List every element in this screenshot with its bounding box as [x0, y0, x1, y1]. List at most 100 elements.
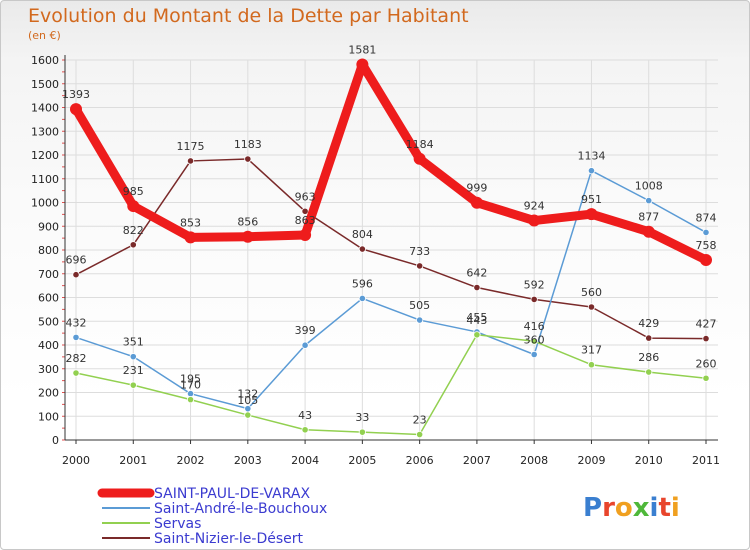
- series-line: [75, 158, 707, 340]
- data-point: [358, 245, 366, 253]
- data-point: [70, 103, 82, 116]
- y-tick-label: 600: [38, 292, 59, 305]
- data-label: 985: [123, 185, 144, 198]
- data-label: 443: [466, 314, 487, 327]
- logo-letter: r: [602, 493, 615, 523]
- data-label: 43: [298, 409, 312, 422]
- logo-letter: P: [583, 493, 602, 523]
- data-label: 317: [581, 344, 602, 357]
- y-tick-label: 500: [38, 315, 59, 328]
- y-tick-label: 1600: [31, 54, 59, 67]
- data-label: 105: [237, 394, 258, 407]
- y-tick-label: 1000: [31, 197, 59, 210]
- legend-label: Servas: [154, 516, 201, 532]
- series-saint-paul-de-varax: [70, 58, 712, 266]
- data-label: 399: [295, 324, 316, 337]
- data-point: [299, 229, 312, 242]
- series-saint-andr-le-bouchoux: [72, 167, 710, 413]
- data-point: [702, 228, 710, 237]
- logo-letter: i: [671, 493, 680, 523]
- data-label: 286: [638, 351, 659, 364]
- data-label: 999: [466, 182, 487, 195]
- data-point: [645, 368, 653, 376]
- data-label: 1008: [635, 180, 663, 193]
- data-point: [587, 303, 596, 311]
- data-point: [416, 430, 424, 439]
- data-point: [530, 337, 538, 345]
- x-tick-label: 2011: [692, 454, 720, 467]
- legend-item: Saint-Nizier-le-Désert: [102, 531, 304, 547]
- data-point: [72, 369, 80, 377]
- data-label: 33: [355, 411, 369, 424]
- logo-letter: x: [633, 493, 650, 523]
- data-point: [129, 381, 137, 389]
- x-tick-label: 2004: [291, 454, 319, 467]
- data-label: 1184: [406, 138, 434, 151]
- series-line: [71, 60, 711, 265]
- series-line: [75, 334, 707, 436]
- legend-item: Saint-André-le-Bouchoux: [102, 501, 327, 517]
- data-label: 455: [466, 311, 487, 324]
- y-tick-label: 1100: [31, 173, 59, 186]
- data-label: 132: [237, 388, 258, 401]
- data-label: 282: [66, 352, 87, 365]
- data-point: [244, 155, 252, 163]
- data-point: [473, 283, 481, 292]
- data-point: [184, 231, 197, 244]
- x-tick-label: 2001: [119, 454, 147, 467]
- data-label: 924: [524, 200, 545, 213]
- legend-label: Saint-Nizier-le-Désert: [154, 531, 304, 547]
- data-point: [416, 316, 424, 324]
- data-point: [530, 350, 538, 359]
- data-label: 877: [638, 211, 659, 224]
- data-point: [413, 152, 426, 165]
- chart-title: Evolution du Montant de la Dette par Hab…: [28, 5, 469, 27]
- data-label: 416: [524, 320, 545, 333]
- data-label: 733: [409, 245, 430, 258]
- data-point: [129, 241, 137, 249]
- data-label: 951: [581, 193, 602, 206]
- data-label: 560: [581, 286, 602, 299]
- x-tick-label: 2006: [406, 454, 434, 467]
- data-point: [241, 230, 254, 243]
- series-servas: [72, 331, 710, 439]
- data-point: [642, 225, 655, 238]
- data-label: 23: [413, 414, 427, 427]
- data-point: [528, 214, 541, 227]
- data-point: [645, 334, 653, 342]
- data-label: 1393: [62, 88, 90, 101]
- data-point: [186, 396, 195, 404]
- data-label: 1134: [577, 150, 605, 163]
- data-point: [416, 262, 424, 270]
- data-label: 642: [466, 267, 487, 280]
- y-tick-label: 400: [38, 339, 59, 352]
- data-label: 1581: [348, 44, 376, 57]
- data-label: 1175: [177, 140, 205, 153]
- data-point: [72, 333, 80, 341]
- data-point: [129, 353, 137, 361]
- series-saint-nizier-le-d-sert: [72, 155, 710, 343]
- data-label: 853: [180, 216, 201, 229]
- data-label: 856: [237, 216, 258, 229]
- legend-item: Servas: [102, 516, 201, 532]
- y-tick-label: 1500: [31, 78, 59, 91]
- x-tick-label: 2008: [520, 454, 548, 467]
- data-label: 170: [180, 379, 201, 392]
- data-point: [358, 294, 366, 303]
- x-tick-label: 2009: [577, 454, 605, 467]
- logo-letter: o: [615, 493, 633, 523]
- x-tick-label: 2000: [62, 454, 90, 467]
- data-label: 429: [638, 317, 659, 330]
- data-point: [301, 426, 309, 434]
- data-label: 696: [66, 254, 87, 267]
- legend-label: SAINT-PAUL-DE-VARAX: [154, 486, 310, 502]
- data-label: 596: [352, 277, 373, 290]
- data-label: 351: [123, 336, 144, 349]
- y-tick-label: 300: [38, 363, 59, 376]
- y-tick-label: 1400: [31, 102, 59, 115]
- series-layer: [70, 58, 712, 439]
- data-label: 758: [696, 239, 717, 252]
- data-label: 822: [123, 224, 144, 237]
- y-tick-label: 900: [38, 220, 59, 233]
- data-label: 260: [696, 357, 717, 370]
